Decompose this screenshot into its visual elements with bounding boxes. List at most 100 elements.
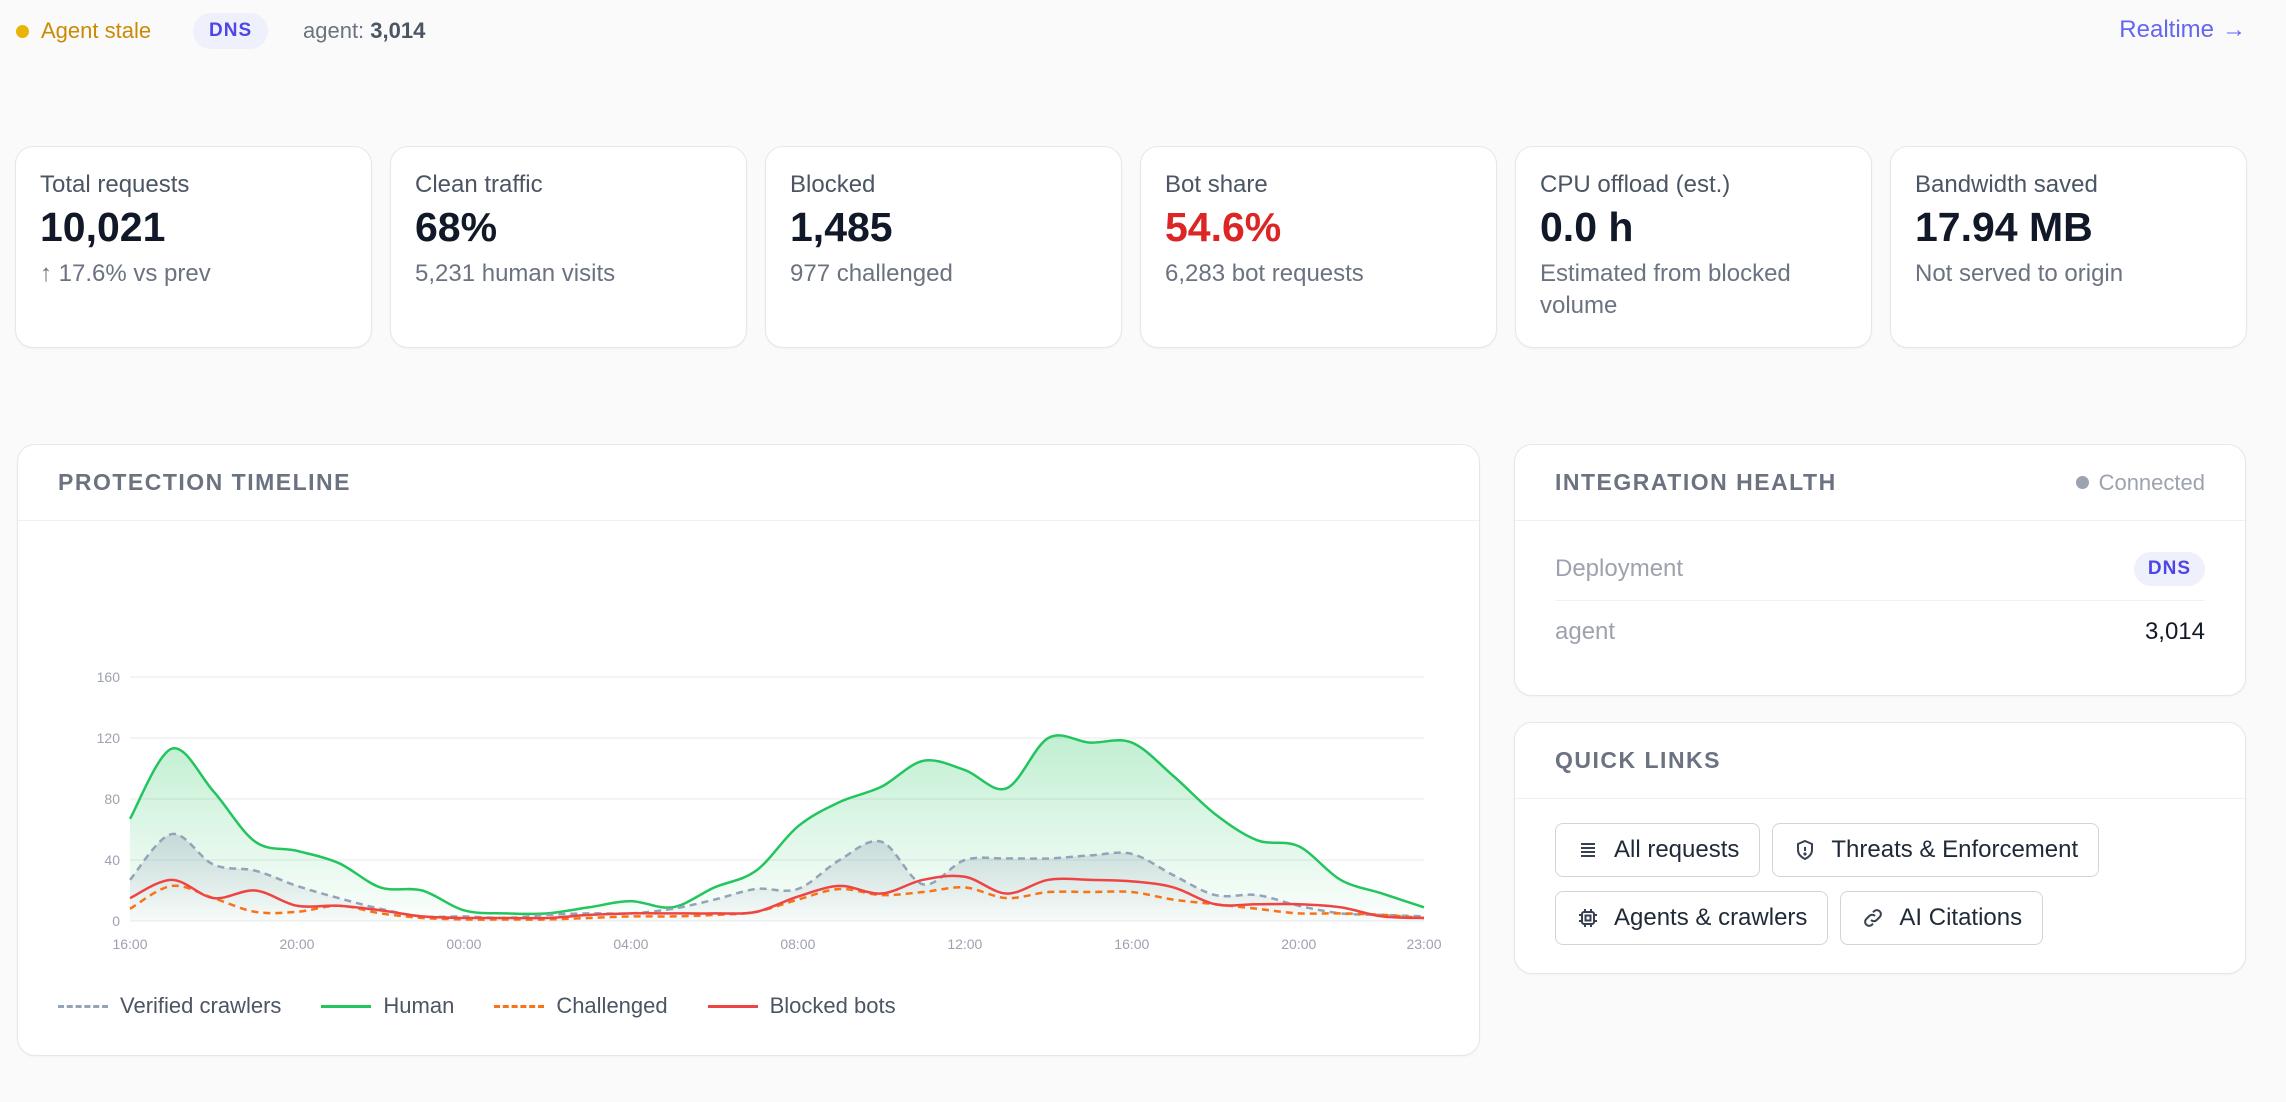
y-tick-label: 160: [97, 669, 121, 685]
legend-swatch: [321, 1004, 372, 1008]
legend-item: Challenged: [494, 993, 668, 1019]
chip-icon: [1579, 909, 1597, 927]
agent-label: agent:: [303, 18, 365, 43]
health-rows: Deployment DNS agent 3,014: [1515, 521, 2245, 663]
quick-links: All requests Threats & Enforcement Agent…: [1515, 799, 2245, 969]
top-bar: Agent stale DNS agent: 3,014 Realtime →: [0, 0, 2286, 64]
x-tick-label: 23:00: [1406, 936, 1441, 951]
stat-value: 10,021: [40, 204, 166, 250]
realtime-link[interactable]: Realtime →: [2119, 16, 2246, 44]
legend-item: Blocked bots: [707, 993, 896, 1019]
x-tick-label: 12:00: [947, 936, 982, 951]
legend-label: Challenged: [556, 993, 668, 1018]
agent-status: Agent stale: [16, 18, 151, 44]
x-tick-label: 16:00: [1114, 936, 1149, 951]
integration-health-panel: INTEGRATION HEALTH Connected Deployment …: [1514, 444, 2246, 696]
series-line-blocked-bots: [129, 874, 1425, 920]
stat-value: 17.94 MB: [1915, 204, 2093, 250]
health-key: agent: [1555, 618, 1616, 645]
stat-label: Blocked: [790, 171, 876, 198]
health-value: 3,014: [2144, 618, 2205, 645]
stat-label: CPU offload (est.): [1540, 171, 1731, 198]
stat-value: 0.0 h: [1540, 204, 1634, 250]
agent-status-text: Agent stale: [41, 18, 152, 43]
protection-timeline-panel: PROTECTION TIMELINE 0 40 80 120 160 16:00 20:0…: [17, 444, 1480, 1056]
stat-label: Clean traffic: [415, 171, 543, 198]
deployment-badge: DNS: [193, 13, 269, 49]
y-tick-label: 120: [97, 730, 121, 746]
list-icon: [1581, 843, 1595, 857]
legend-label: Verified crawlers: [120, 993, 282, 1018]
legend-label: Human: [383, 993, 455, 1018]
stat-label: Total requests: [40, 171, 190, 198]
panel-title: PROTECTION TIMELINE: [58, 469, 351, 495]
stat-sub: 6,283 bot requests: [1165, 260, 1364, 288]
deployment-pill: DNS: [2133, 551, 2205, 586]
agent-info: agent: 3,014: [303, 18, 425, 44]
quick-link-threats-enforcement[interactable]: Threats & Enforcement: [1772, 823, 2100, 877]
series-line-human: [128, 734, 1425, 916]
stat-card-clean-traffic: Clean traffic 68% 5,231 human visits: [390, 146, 747, 348]
quick-link-label: AI Citations: [1899, 904, 2023, 931]
quick-link-agents-crawlers[interactable]: Agents & crawlers: [1555, 891, 1829, 945]
health-key: Deployment: [1555, 554, 1684, 582]
agent-value: 3,014: [370, 18, 426, 43]
quick-links-panel: QUICK LINKS All requests Threats & Enfor…: [1514, 722, 2246, 974]
stat-label: Bandwidth saved: [1915, 171, 2098, 198]
health-row-agent: agent 3,014: [1555, 600, 2205, 663]
x-tick-label: 04:00: [613, 936, 648, 951]
series-line-verified-crawlers: [129, 832, 1425, 920]
x-tick-label: 08:00: [780, 936, 815, 951]
panel-title: QUICK LINKS: [1555, 747, 1721, 773]
x-tick-label: 20:00: [1281, 936, 1316, 951]
connection-status: Connected: [2075, 469, 2205, 496]
stat-card-blocked: Blocked 1,485 977 challenged: [765, 146, 1122, 348]
legend-swatch: [58, 1004, 108, 1008]
stat-sub: 977 challenged: [790, 260, 953, 288]
y-tick-label: 80: [104, 791, 120, 807]
legend-swatch: [707, 1004, 758, 1008]
stat-card-cpu-offload: CPU offload (est.) 0.0 h Estimated from …: [1515, 146, 1872, 348]
shield-icon: [1797, 839, 1814, 861]
stat-card-bot-share: Bot share 54.6% 6,283 bot requests: [1140, 146, 1497, 348]
y-tick-label: 0: [112, 913, 120, 929]
stat-sub: ↑ 17.6% vs prev: [40, 260, 211, 288]
legend-swatch: [494, 1004, 545, 1008]
y-tick-label: 40: [104, 852, 120, 868]
realtime-label: Realtime: [2119, 16, 2214, 43]
x-tick-label: 00:00: [446, 936, 481, 951]
panel-title: INTEGRATION HEALTH: [1555, 469, 1837, 495]
panel-header: INTEGRATION HEALTH Connected: [1515, 445, 2245, 521]
quick-link-ai-citations[interactable]: AI Citations: [1840, 891, 2044, 945]
stat-value: 1,485: [790, 204, 893, 250]
connection-status-text: Connected: [2098, 469, 2205, 495]
quick-link-label: All requests: [1614, 836, 1740, 863]
stat-card-bandwidth-saved: Bandwidth saved 17.94 MB Not served to o…: [1890, 146, 2247, 348]
link-icon: [1864, 909, 1883, 927]
stat-sub: Estimated from blocked volume: [1540, 260, 1791, 320]
stat-sub: Not served to origin: [1915, 260, 2124, 288]
x-tick-label: 20:00: [279, 936, 314, 951]
legend-item: Human: [321, 993, 454, 1019]
quick-link-all-requests[interactable]: All requests: [1555, 823, 1761, 877]
panel-header: PROTECTION TIMELINE: [18, 445, 1479, 521]
stat-label: Bot share: [1165, 171, 1268, 198]
status-dot-icon: [2075, 476, 2089, 489]
legend-label: Blocked bots: [769, 993, 896, 1018]
series-line-challenged: [129, 884, 1425, 921]
stat-sub: 5,231 human visits: [415, 260, 616, 288]
series-area-verified-crawlers: [130, 833, 1424, 921]
legend-item: Verified crawlers: [58, 993, 281, 1019]
stat-card-total-requests: Total requests 10,021 ↑ 17.6% vs prev: [15, 146, 372, 348]
chart-legend: Verified crawlers Human Challenged Blocked …: [58, 993, 896, 1019]
status-dot-icon: [16, 24, 29, 38]
health-row-deployment: Deployment DNS: [1555, 537, 2205, 600]
arrow-right-icon: →: [2222, 16, 2246, 43]
stat-value: 54.6%: [1165, 204, 1282, 250]
timeline-chart: 0 40 80 120 160 16:00 20:00 00:00 04:00 08:00 12:0…: [97, 669, 1442, 951]
x-tick-label: 16:00: [112, 936, 147, 951]
stat-value: 68%: [415, 204, 498, 250]
quick-link-label: Agents & crawlers: [1614, 904, 1808, 931]
quick-link-label: Threats & Enforcement: [1831, 836, 2079, 863]
panel-header: QUICK LINKS: [1515, 723, 2245, 799]
